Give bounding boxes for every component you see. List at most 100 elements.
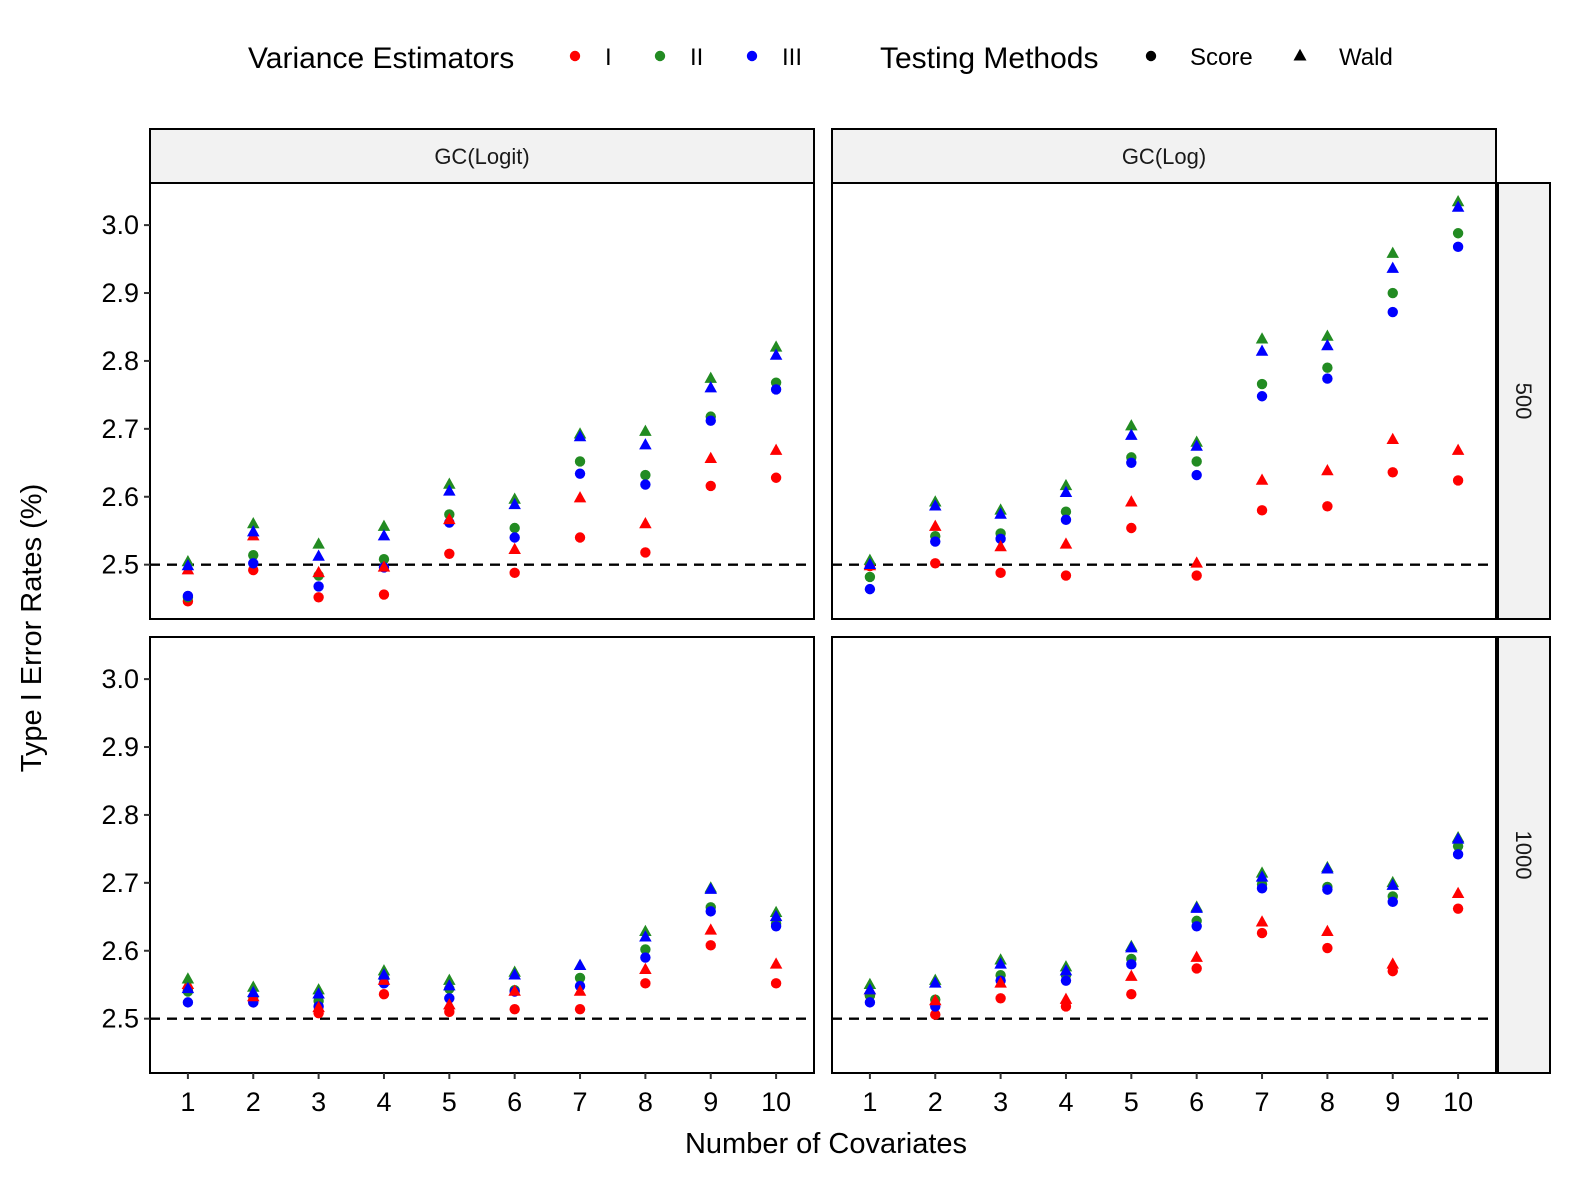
data-point <box>181 559 195 571</box>
data-point <box>929 976 942 988</box>
series-ii-wald <box>181 340 783 567</box>
y-tick-label: 2.5 <box>101 550 139 580</box>
data-point <box>995 993 1006 1004</box>
data-point <box>1386 261 1399 273</box>
series-ii-wald <box>863 195 1465 565</box>
data-point <box>995 533 1006 545</box>
data-point <box>994 957 1007 969</box>
panel-border <box>149 636 815 1074</box>
data-point <box>181 972 195 984</box>
data-point <box>930 536 941 547</box>
row-strip-1000: 1000 <box>1497 636 1551 1074</box>
data-point <box>1322 362 1333 373</box>
x-tick-label: 8 <box>638 1087 653 1117</box>
y-tick-label: 2.7 <box>101 868 139 898</box>
data-point <box>1321 463 1334 476</box>
panel-gc-log-1000: 1 2 3 4 5 6 7 8 9 10 <box>831 636 1497 1117</box>
data-point <box>509 1003 520 1015</box>
data-point <box>640 547 651 558</box>
y-tick-label: 3.0 <box>101 664 139 694</box>
series-iii-wald <box>181 882 783 999</box>
x-axis-title: Number of Covariates <box>685 1128 967 1160</box>
x-tick-label: 10 <box>1443 1087 1473 1117</box>
data-point <box>1322 501 1333 512</box>
x-tick-label: 4 <box>376 1087 391 1117</box>
y-tick-label: 2.8 <box>101 800 139 830</box>
legend-title-testing-methods: Testing Methods <box>880 42 1098 75</box>
data-point <box>313 581 324 592</box>
panel-border <box>831 182 1497 620</box>
x-tick-label: 3 <box>311 1087 326 1117</box>
data-point <box>1126 989 1137 1000</box>
data-point <box>1452 241 1464 253</box>
data-point <box>248 558 259 569</box>
data-point <box>1256 927 1268 939</box>
x-tick-label: 9 <box>1385 1087 1400 1117</box>
data-point <box>1321 329 1334 341</box>
data-point <box>640 978 651 989</box>
data-point <box>639 424 652 436</box>
series-iii-wald <box>863 200 1465 569</box>
data-point <box>1451 200 1465 212</box>
y-tick-label: 2.6 <box>101 482 139 512</box>
data-point <box>639 930 652 942</box>
legend-key-wald: Wald <box>1293 44 1393 71</box>
data-point <box>1322 884 1333 895</box>
legend: Variance Estimators Testing Methods I II I… <box>248 42 1393 75</box>
column-strip-label: GC(Logit) <box>434 144 529 169</box>
legend-swatch <box>654 50 666 62</box>
data-point <box>704 882 717 894</box>
data-point <box>930 1009 941 1020</box>
data-point <box>705 480 716 492</box>
data-point <box>443 484 456 496</box>
y-tick-label: 3.0 <box>101 210 139 240</box>
panel-gc-logit-500: 2.5 2.6 2.7 2.8 2.9 3.0 <box>101 182 815 620</box>
data-point <box>248 549 259 561</box>
data-point <box>1060 506 1072 517</box>
legend-key-ii: II <box>654 44 703 71</box>
data-point <box>1387 287 1398 299</box>
data-point <box>863 983 877 995</box>
data-point <box>770 978 782 989</box>
x-tick-label: 7 <box>573 1087 588 1117</box>
data-point <box>1451 832 1465 844</box>
data-point <box>1255 332 1269 344</box>
data-point <box>1255 473 1269 485</box>
y-axis: 2.5 2.6 2.7 2.8 2.9 3.0 <box>101 664 150 1034</box>
data-point <box>1125 428 1138 440</box>
data-point <box>574 456 586 467</box>
data-point <box>574 468 586 479</box>
data-point <box>929 994 942 1006</box>
row-strip-label: 1000 <box>1511 831 1536 880</box>
x-tick-label: 5 <box>1124 1087 1139 1117</box>
data-point <box>1191 570 1202 581</box>
x-tick-label: 9 <box>703 1087 718 1117</box>
data-point <box>705 906 716 917</box>
data-point <box>1059 478 1073 491</box>
data-point <box>769 909 783 922</box>
x-axis: 1 2 3 4 5 6 7 8 9 10 <box>180 1073 791 1117</box>
y-tick-label: 2.9 <box>101 732 139 762</box>
data-point <box>640 469 651 481</box>
data-point <box>864 583 876 595</box>
data-point <box>1190 439 1203 451</box>
legend-label: III <box>782 44 802 71</box>
data-point <box>312 549 325 561</box>
data-point <box>770 384 782 395</box>
x-tick-label: 1 <box>862 1087 877 1117</box>
legend-key-iii: III <box>746 44 802 71</box>
panel-border <box>149 182 815 620</box>
legend-label: II <box>690 44 703 71</box>
column-strip-label: GC(Log) <box>1122 144 1206 169</box>
data-point <box>1059 485 1073 497</box>
data-point <box>1059 964 1073 976</box>
data-point <box>1126 457 1137 469</box>
data-point <box>770 921 782 932</box>
series-i-wald <box>863 886 1465 1006</box>
data-point <box>639 962 652 975</box>
data-point <box>508 542 521 555</box>
data-point <box>1451 886 1465 898</box>
data-point <box>1190 950 1203 962</box>
data-point <box>378 989 390 1000</box>
series-iii-wald <box>181 348 783 571</box>
